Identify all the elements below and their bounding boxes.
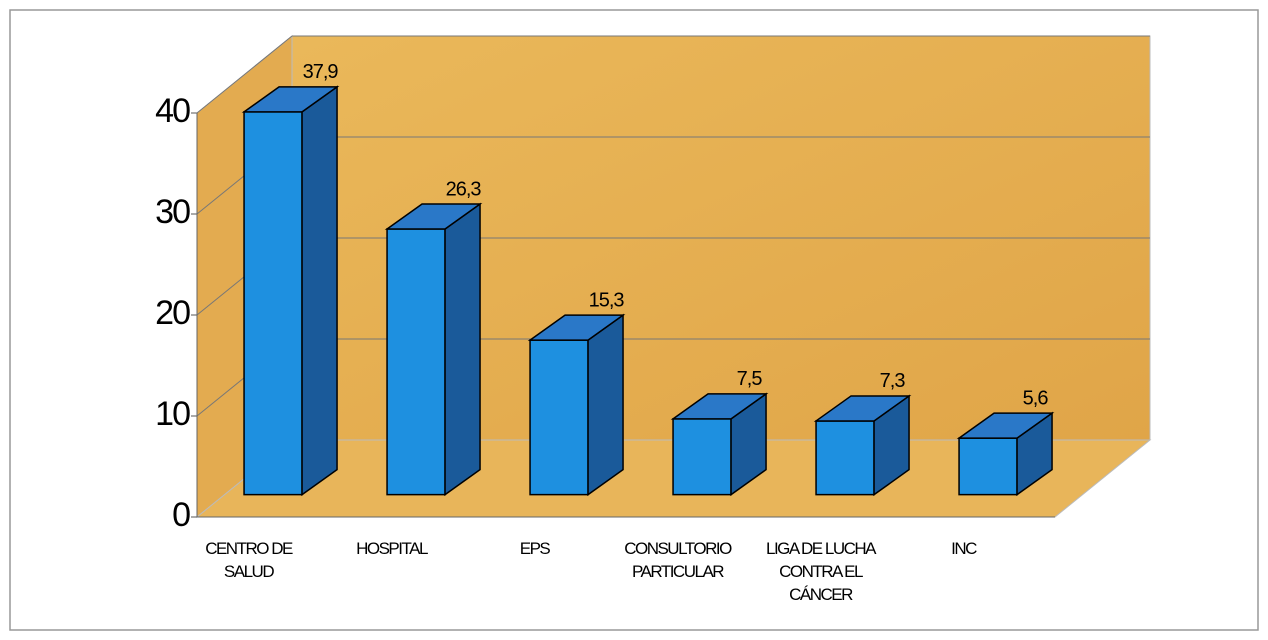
x-tick-label: HOSPITAL [356,539,428,558]
bar [384,202,483,497]
x-tick-label: INC [951,539,977,558]
value-label: 7,3 [880,370,906,392]
x-tick-label: EPS [519,539,551,558]
y-tick-label: 40 [155,92,190,130]
bar [241,85,340,497]
bar-front [243,111,303,496]
bar [527,313,626,497]
value-label: 7,5 [737,368,763,390]
bar-top [813,395,912,422]
grid-line [196,35,293,114]
value-label: 37,9 [303,61,339,83]
bar-front [815,420,875,496]
bar-front [529,339,589,496]
bar-side [444,202,481,497]
bar-front [958,437,1018,496]
bar-front [672,418,732,496]
bar-side [587,313,624,497]
bar-top [241,86,340,113]
bar-side [301,85,338,497]
bar [813,394,912,497]
value-label: 26,3 [446,178,482,200]
bar-top [956,412,1055,439]
value-label: 5,6 [1023,387,1049,409]
y-tick-label: 20 [155,294,190,332]
bar-top [670,393,769,420]
value-label: 15,3 [589,289,625,311]
x-tick-label: LIGA DE LUCHA CONTRA EL CÁNCER [766,539,877,604]
y-tick-label: 0 [172,496,190,534]
bar [670,392,769,497]
x-tick-label: CENTRO DE SALUD [205,539,293,581]
bar-front [386,228,446,496]
bar-top [527,314,626,341]
y-tick-label: 30 [155,193,190,231]
bar-top [384,203,483,230]
x-tick-label: CONSULTORIO PARTICULAR [624,539,732,581]
bar [956,411,1055,497]
y-tick-label: 10 [155,395,190,433]
